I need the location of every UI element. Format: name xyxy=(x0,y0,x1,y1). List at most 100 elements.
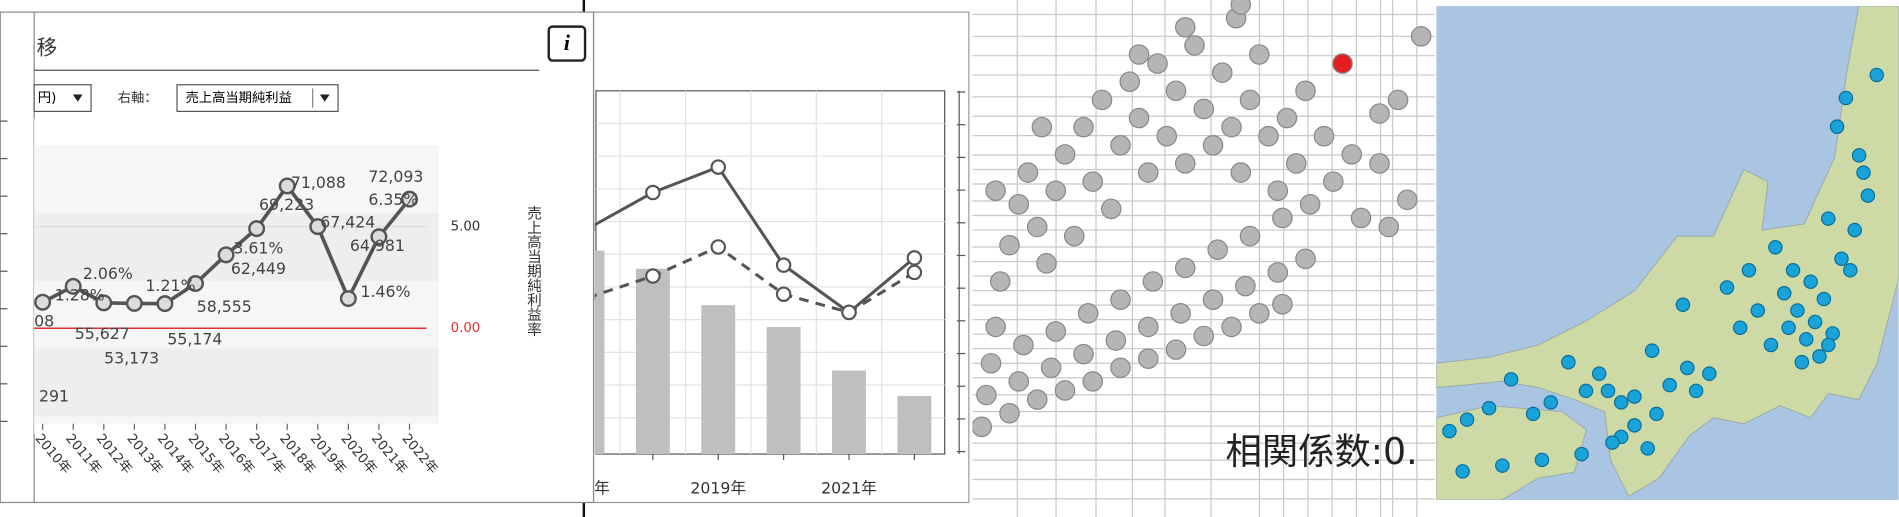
point xyxy=(1235,275,1256,297)
point xyxy=(999,234,1020,256)
window-title: 移 xyxy=(37,35,58,59)
sales-label: 72,093 xyxy=(368,167,423,186)
site-marker xyxy=(1455,464,1470,479)
point xyxy=(1036,253,1057,274)
site-marker xyxy=(1807,314,1823,330)
point xyxy=(1341,144,1363,165)
site-marker xyxy=(1534,452,1550,468)
land-shikoku xyxy=(1436,405,1587,501)
info-button[interactable] xyxy=(547,25,587,62)
point xyxy=(1165,339,1187,360)
point xyxy=(1137,316,1159,338)
site-marker xyxy=(1790,303,1805,318)
y2-axis-label: 売上高当期純利益率 xyxy=(525,206,541,337)
point xyxy=(1193,98,1215,120)
point xyxy=(64,277,82,295)
info-icon[interactable]: i xyxy=(564,31,570,55)
x-tick-label: 2021年 xyxy=(821,479,877,498)
bar xyxy=(832,370,866,455)
point xyxy=(1026,389,1048,410)
point xyxy=(1285,153,1307,174)
point xyxy=(1082,371,1104,392)
point xyxy=(1239,89,1261,111)
site-marker xyxy=(1768,240,1783,255)
point xyxy=(775,286,792,302)
site-marker xyxy=(1816,291,1832,307)
right-axis-select-text[interactable]: 売上高当期純利益 xyxy=(186,89,292,106)
site-marker xyxy=(1688,383,1704,399)
point xyxy=(980,352,1002,374)
site-marker xyxy=(1860,188,1876,203)
point xyxy=(710,239,726,255)
point xyxy=(1091,89,1113,111)
point xyxy=(1239,225,1261,247)
point xyxy=(985,316,1006,338)
point xyxy=(1031,116,1053,138)
point xyxy=(1128,44,1150,65)
point xyxy=(710,159,726,175)
site-marker xyxy=(1495,458,1510,473)
site-marker xyxy=(1649,406,1664,422)
point xyxy=(1332,53,1353,74)
point xyxy=(1272,293,1293,315)
site-marker xyxy=(1613,395,1629,410)
point xyxy=(645,184,661,201)
site-marker xyxy=(1481,400,1497,416)
site-marker xyxy=(1525,406,1541,422)
y2-tick-label: 0.00 xyxy=(451,321,481,336)
point xyxy=(1369,153,1390,174)
point xyxy=(1054,380,1076,401)
point xyxy=(999,402,1020,424)
left-axis-select-text[interactable]: 円) xyxy=(38,91,57,106)
point xyxy=(1202,289,1224,310)
site-marker xyxy=(1781,320,1796,335)
point xyxy=(989,271,1011,292)
right-axis-select[interactable] xyxy=(176,84,339,112)
point xyxy=(34,293,52,311)
site-marker xyxy=(1591,366,1607,381)
point xyxy=(1230,162,1252,183)
value-label: 1.46% xyxy=(360,282,410,301)
site-marker xyxy=(1644,343,1660,358)
point xyxy=(1174,257,1196,279)
site-marker xyxy=(1838,90,1854,106)
site-marker xyxy=(1869,67,1884,83)
point xyxy=(1077,302,1099,324)
point xyxy=(906,250,923,266)
point xyxy=(1137,162,1159,183)
scatter-panel: 相関係数:0. xyxy=(972,0,1436,517)
point xyxy=(1040,357,1062,379)
point xyxy=(1322,171,1344,192)
point xyxy=(1369,103,1390,124)
left-axis-select[interactable] xyxy=(33,84,92,112)
site-marker xyxy=(1627,389,1642,404)
site-marker xyxy=(1503,372,1519,387)
site-marker xyxy=(1662,377,1677,393)
point xyxy=(1258,125,1279,147)
point xyxy=(976,384,997,406)
value-label: 1.21% xyxy=(146,276,196,295)
point xyxy=(1100,198,1122,220)
site-marker xyxy=(1834,251,1849,267)
site-marker xyxy=(1798,331,1814,347)
point xyxy=(1082,171,1104,192)
site-marker xyxy=(1600,383,1616,399)
point xyxy=(985,180,1006,201)
bar xyxy=(635,268,670,455)
point xyxy=(1202,135,1224,156)
point xyxy=(1063,225,1085,247)
point xyxy=(1110,135,1131,156)
point xyxy=(645,268,661,284)
sales-label: 62,449 xyxy=(231,259,286,278)
point xyxy=(1193,325,1215,347)
left-window: 移 i 円) 右軸： 売上高当期純利益 0.005.00 売上高当期純利益率201… xyxy=(0,11,595,504)
point xyxy=(1137,348,1159,369)
site-marker xyxy=(1741,263,1757,278)
site-marker xyxy=(1776,285,1792,301)
site-marker xyxy=(1829,119,1845,134)
point xyxy=(1267,262,1289,283)
point xyxy=(1156,125,1178,147)
point xyxy=(1248,302,1270,324)
point xyxy=(95,294,113,312)
